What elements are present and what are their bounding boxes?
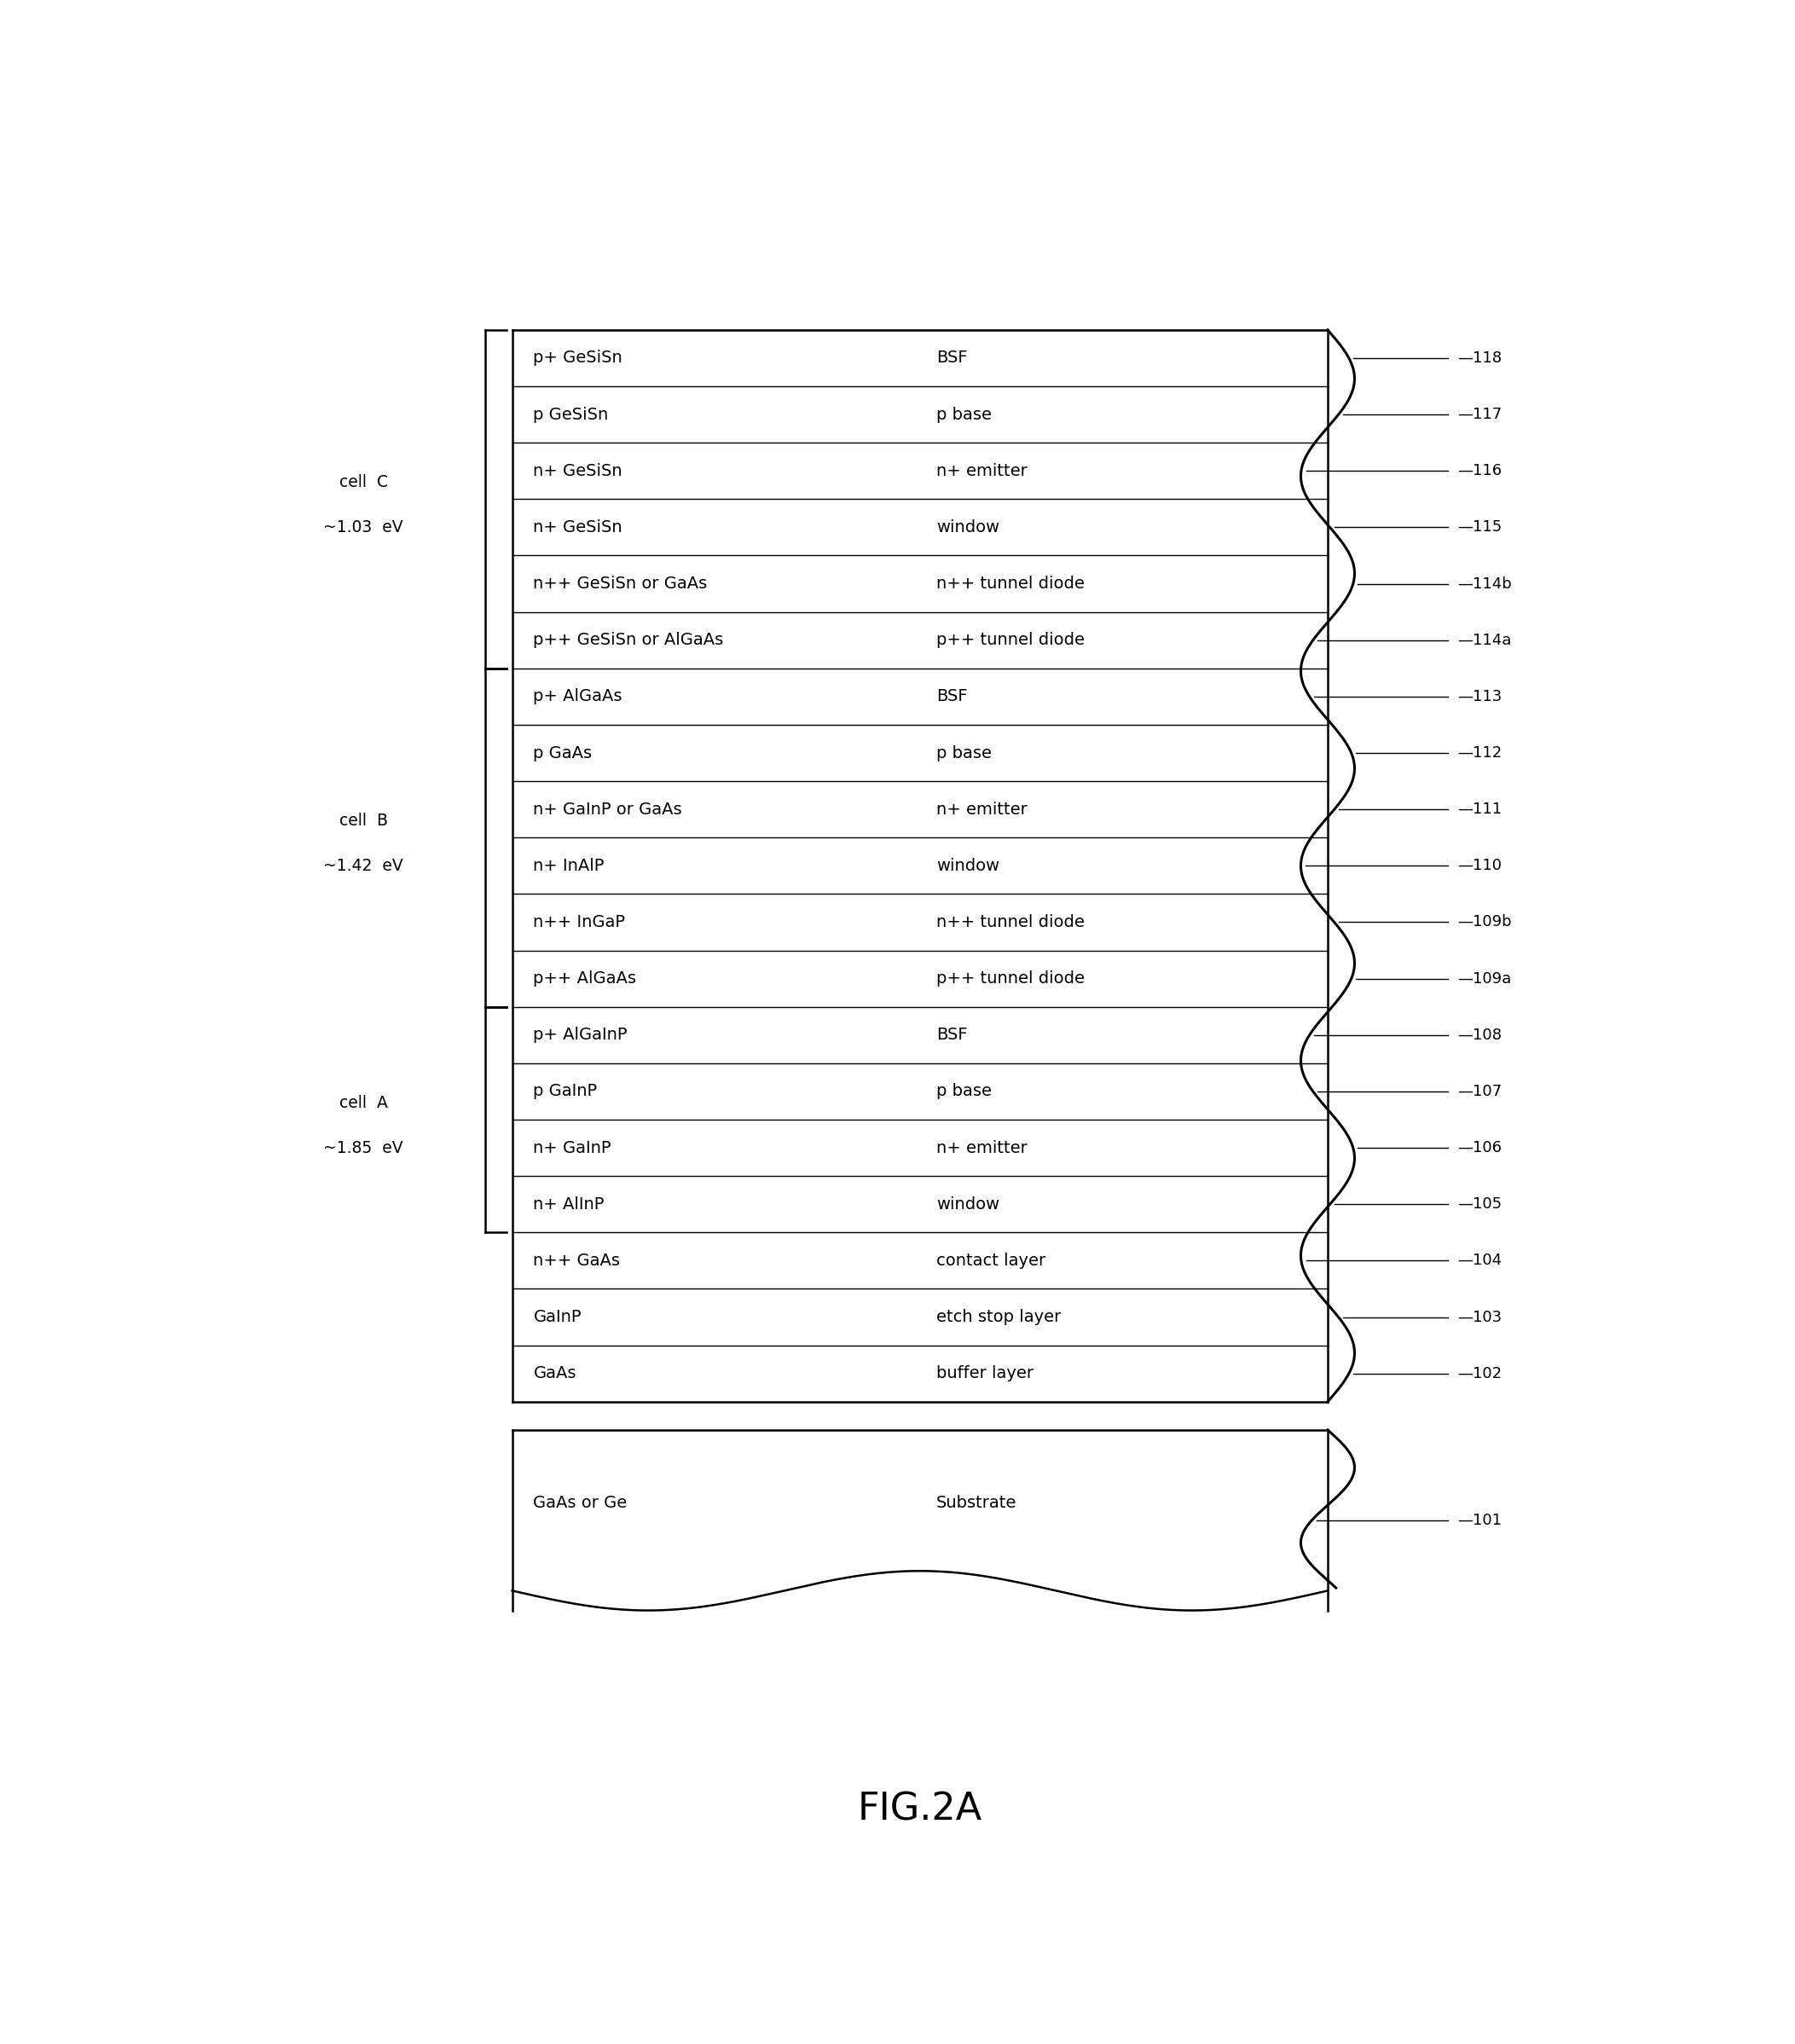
Text: —107: —107 bbox=[1458, 1083, 1502, 1100]
Text: buffer layer: buffer layer bbox=[937, 1365, 1034, 1382]
Text: p++ AlGaAs: p++ AlGaAs bbox=[533, 971, 637, 987]
Text: p+ GeSiSn: p+ GeSiSn bbox=[533, 350, 623, 366]
Text: p base: p base bbox=[937, 1083, 991, 1100]
Text: window: window bbox=[937, 1196, 1000, 1212]
Text: FIG.2A: FIG.2A bbox=[858, 1791, 982, 1827]
Text: p GaAs: p GaAs bbox=[533, 744, 592, 760]
Text: GaInP: GaInP bbox=[533, 1308, 582, 1325]
Text: Substrate: Substrate bbox=[937, 1494, 1016, 1511]
Text: cell  C: cell C bbox=[339, 474, 388, 491]
Text: cell  B: cell B bbox=[339, 814, 388, 828]
Text: —102: —102 bbox=[1458, 1365, 1502, 1382]
Text: —108: —108 bbox=[1458, 1028, 1502, 1042]
Text: n+ GeSiSn: n+ GeSiSn bbox=[533, 519, 623, 536]
Text: ~1.85  eV: ~1.85 eV bbox=[323, 1141, 404, 1157]
Text: —109b: —109b bbox=[1458, 914, 1511, 930]
Text: —112: —112 bbox=[1458, 746, 1502, 760]
Text: —104: —104 bbox=[1458, 1253, 1502, 1269]
Text: —109a: —109a bbox=[1458, 971, 1511, 987]
Text: p+ AlGaAs: p+ AlGaAs bbox=[533, 689, 623, 705]
Text: n++ InGaP: n++ InGaP bbox=[533, 914, 625, 930]
Text: p base: p base bbox=[937, 407, 991, 423]
Text: ~1.42  eV: ~1.42 eV bbox=[323, 858, 404, 875]
Text: n++ GaAs: n++ GaAs bbox=[533, 1253, 621, 1269]
Text: n+ emitter: n+ emitter bbox=[937, 1141, 1027, 1157]
Text: —105: —105 bbox=[1458, 1196, 1502, 1212]
Text: p GaInP: p GaInP bbox=[533, 1083, 598, 1100]
Text: window: window bbox=[937, 858, 1000, 875]
Text: GaAs or Ge: GaAs or Ge bbox=[533, 1494, 626, 1511]
Text: p++ tunnel diode: p++ tunnel diode bbox=[937, 971, 1084, 987]
Text: p++ tunnel diode: p++ tunnel diode bbox=[937, 632, 1084, 648]
Text: p GeSiSn: p GeSiSn bbox=[533, 407, 609, 423]
Text: —110: —110 bbox=[1458, 858, 1502, 873]
Text: —118: —118 bbox=[1458, 350, 1502, 366]
Text: BSF: BSF bbox=[937, 689, 968, 705]
Text: BSF: BSF bbox=[937, 350, 968, 366]
Text: p+ AlGaInP: p+ AlGaInP bbox=[533, 1026, 628, 1042]
Text: window: window bbox=[937, 519, 1000, 536]
Text: ~1.03  eV: ~1.03 eV bbox=[323, 519, 404, 536]
Text: n+ GaInP or GaAs: n+ GaInP or GaAs bbox=[533, 801, 682, 818]
Text: n+ AlInP: n+ AlInP bbox=[533, 1196, 605, 1212]
Text: —116: —116 bbox=[1458, 464, 1502, 478]
Text: —101: —101 bbox=[1458, 1513, 1502, 1527]
Text: n++ tunnel diode: n++ tunnel diode bbox=[937, 914, 1084, 930]
Text: n+ emitter: n+ emitter bbox=[937, 462, 1027, 478]
Text: —115: —115 bbox=[1458, 519, 1502, 536]
Text: p base: p base bbox=[937, 744, 991, 760]
Text: —113: —113 bbox=[1458, 689, 1502, 705]
Text: etch stop layer: etch stop layer bbox=[937, 1308, 1061, 1325]
Text: p++ GeSiSn or AlGaAs: p++ GeSiSn or AlGaAs bbox=[533, 632, 723, 648]
Text: n+ emitter: n+ emitter bbox=[937, 801, 1027, 818]
Text: —103: —103 bbox=[1458, 1310, 1502, 1325]
Text: n+ GeSiSn: n+ GeSiSn bbox=[533, 462, 623, 478]
Text: n++ tunnel diode: n++ tunnel diode bbox=[937, 576, 1084, 593]
Text: cell  A: cell A bbox=[339, 1096, 388, 1110]
Text: BSF: BSF bbox=[937, 1026, 968, 1042]
Text: —111: —111 bbox=[1458, 801, 1502, 818]
Text: n++ GeSiSn or GaAs: n++ GeSiSn or GaAs bbox=[533, 576, 707, 593]
Text: n+ InAlP: n+ InAlP bbox=[533, 858, 605, 875]
Text: —114a: —114a bbox=[1458, 632, 1511, 648]
Text: —106: —106 bbox=[1458, 1141, 1502, 1155]
Text: GaAs: GaAs bbox=[533, 1365, 576, 1382]
Text: n+ GaInP: n+ GaInP bbox=[533, 1141, 612, 1157]
Text: contact layer: contact layer bbox=[937, 1253, 1045, 1269]
Text: —117: —117 bbox=[1458, 407, 1502, 423]
Text: —114b: —114b bbox=[1458, 576, 1511, 591]
